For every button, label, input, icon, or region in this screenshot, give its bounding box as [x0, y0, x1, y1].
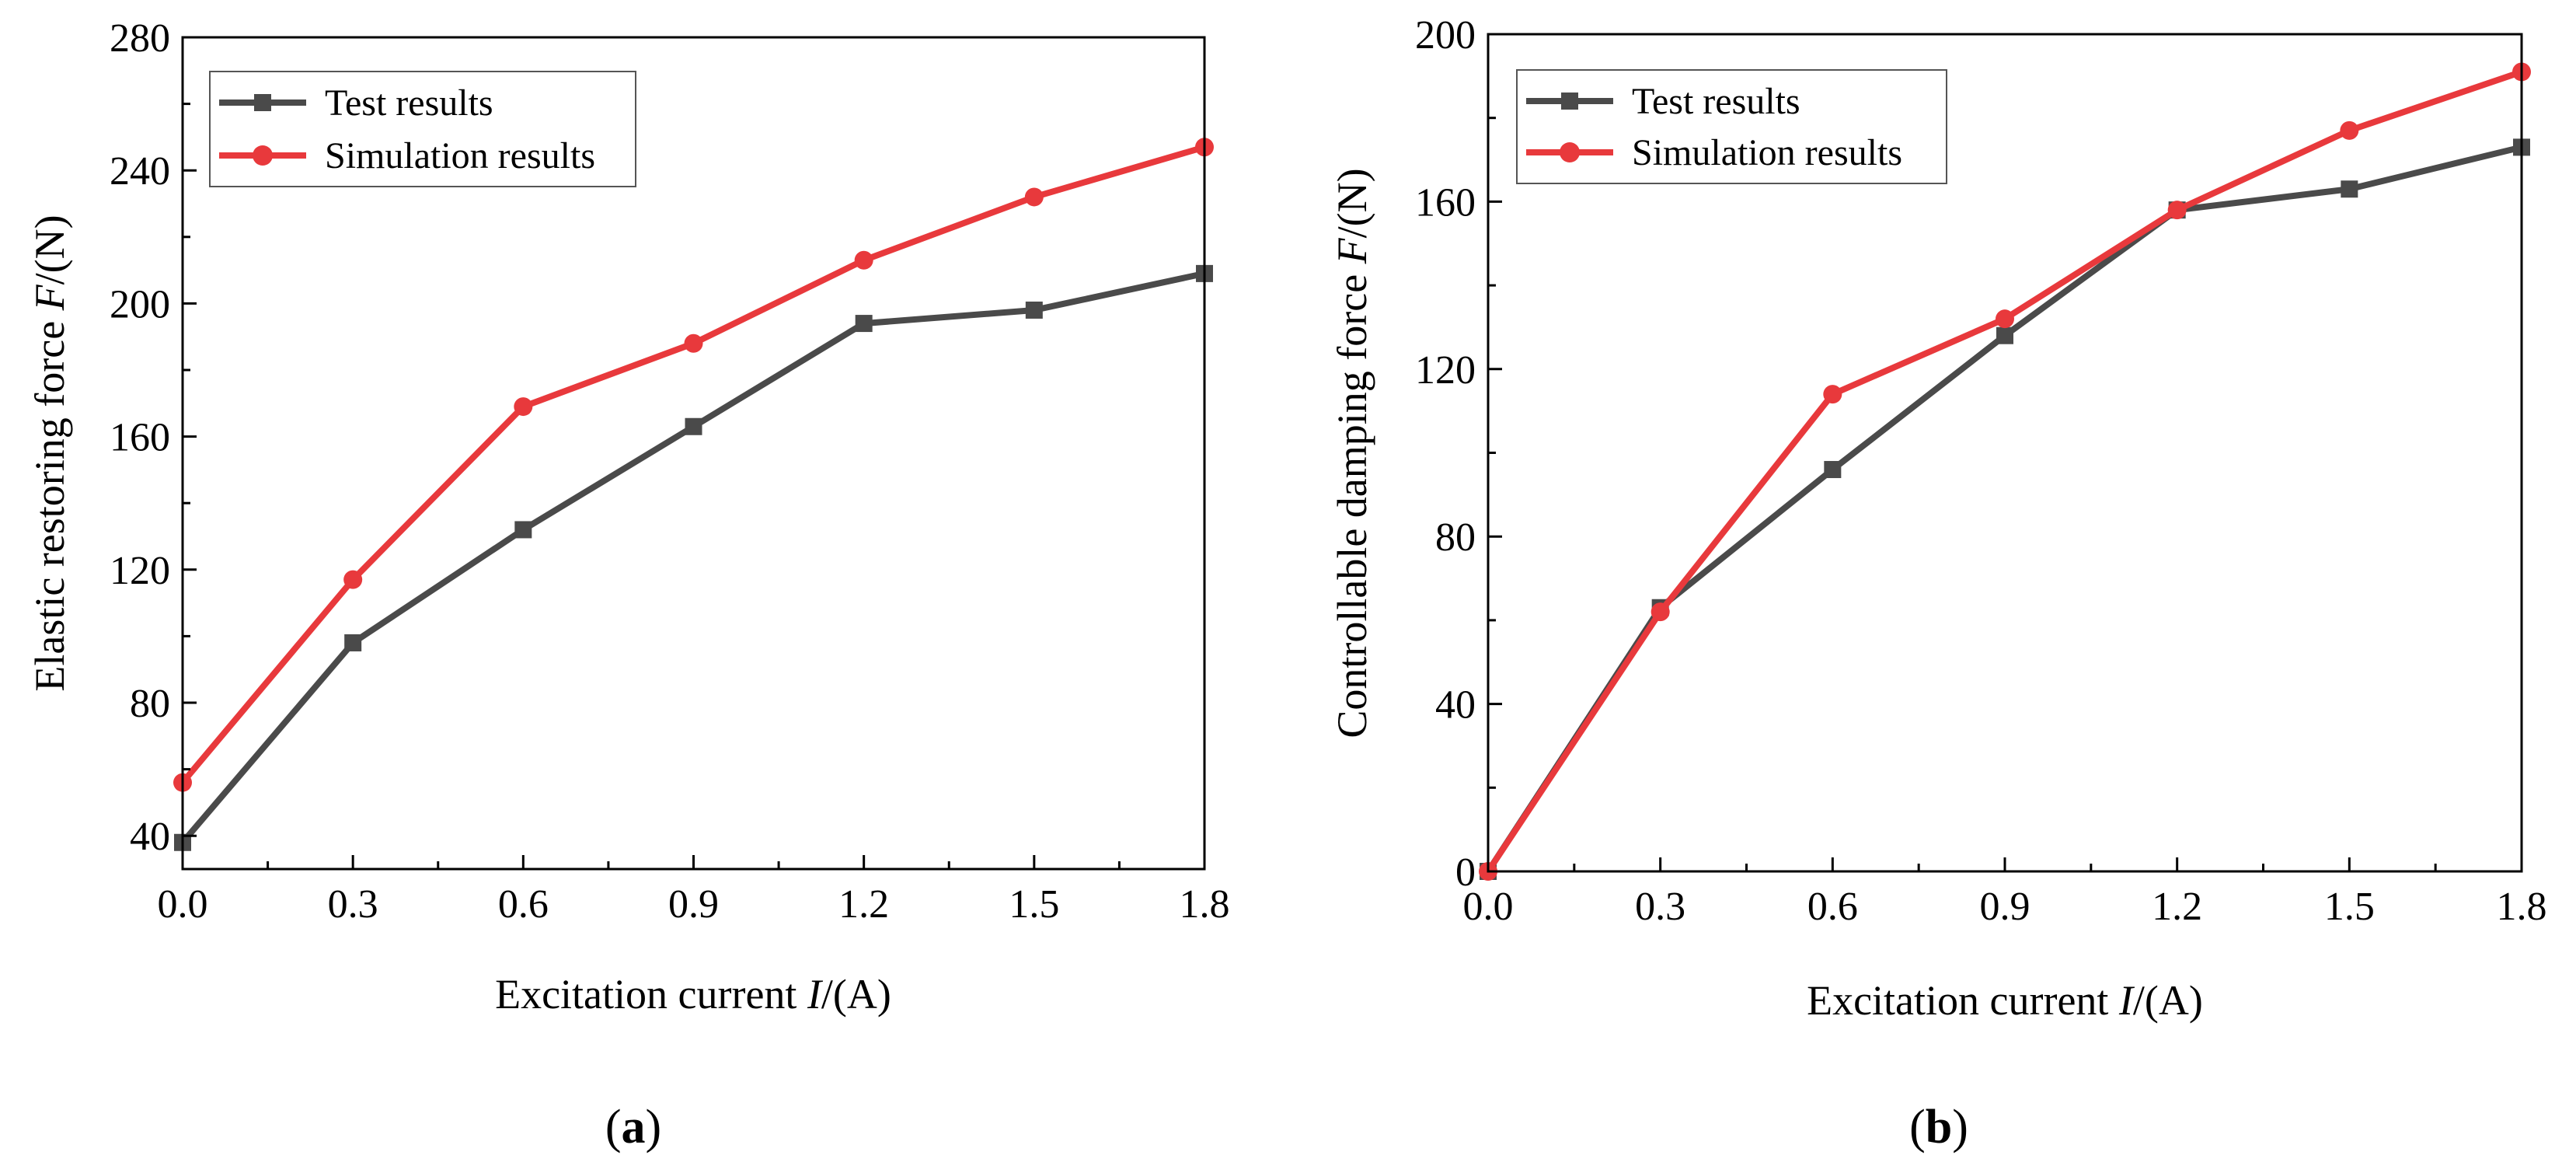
chart-b-data — [1479, 62, 2531, 881]
chart-b-series-test-line — [1485, 144, 2522, 874]
chart-a-legend-sim-label: Simulation results — [325, 135, 595, 176]
chart-b: 0.0 0.3 0.6 0.9 1.2 1.5 1.8 0 40 80 120 160 200 Exci… — [1329, 13, 2547, 1154]
chart-a-x-tick-label-1: 0.3 — [328, 882, 378, 927]
chart-b-series-sim-point-5 — [2340, 120, 2359, 140]
chart-b-y-tick-label-2: 80 — [1435, 515, 1476, 560]
chart-a-series-test-point-3 — [685, 417, 702, 435]
chart-b-x-tick-label-6: 1.8 — [2497, 885, 2547, 929]
chart-a-x-tick-label-5: 1.5 — [1009, 882, 1059, 927]
chart-a-y-tick-label-4: 200 — [110, 282, 170, 326]
chart-a-y-tick-label-5: 240 — [110, 149, 170, 194]
chart-b-legend-sim-marker — [1560, 142, 1580, 162]
chart-a-series-test-point-5 — [1025, 301, 1043, 319]
chart-a-x-tick-label-4: 1.2 — [838, 882, 889, 927]
chart-a-series-test-point-2 — [514, 521, 532, 539]
chart-b-ticks: 0.0 0.3 0.6 0.9 1.2 1.5 1.8 0 40 80 120 160 200 — [1415, 13, 2547, 929]
chart-a-y-tick-label-1: 80 — [130, 682, 170, 726]
chart-a-y-tick-label-0: 40 — [130, 815, 170, 859]
chart-b-series-test-point-5 — [2341, 180, 2358, 198]
chart-b-series-test-point-3 — [1996, 326, 2013, 344]
chart-a-x-tick-label-3: 0.9 — [668, 882, 719, 927]
chart-a-panel-label: (a) — [605, 1101, 661, 1154]
chart-b-legend-sim-label: Simulation results — [1632, 132, 1902, 173]
chart-a-x-tick-label-6: 1.8 — [1180, 882, 1230, 927]
chart-b-legend-test-marker — [1561, 93, 1578, 110]
chart-a-series-sim-point-3 — [684, 333, 703, 353]
chart-b-panel-label: (b) — [1909, 1101, 1968, 1154]
chart-b-x-axis-title: Excitation current I/(A) — [1807, 977, 2203, 1024]
chart-a-series-test-point-4 — [855, 315, 873, 333]
chart-a-ticks: 0.0 0.3 0.6 0.9 1.2 1.5 1.8 40 80 120 160 200 240 280 — [110, 16, 1230, 927]
chart-b-series-sim-point-4 — [2167, 201, 2187, 220]
chart-b-y-axis-title: Controllable damping force F/(N) — [1329, 168, 1375, 738]
chart-b-x-tick-label-1: 0.3 — [1635, 885, 1685, 929]
chart-b-series-sim-point-2 — [1823, 385, 1842, 404]
chart-b-legend: Test results Simulation results — [1516, 69, 1947, 184]
chart-a-x-tick-label-2: 0.6 — [498, 882, 549, 927]
chart-a-y-tick-label-3: 160 — [110, 416, 170, 460]
chart-a-series-sim-line — [180, 144, 1206, 785]
chart-a-x-tick-label-0: 0.0 — [158, 882, 208, 927]
chart-b-x-tick-label-2: 0.6 — [1807, 885, 1858, 929]
chart-a-legend-test-label: Test results — [325, 82, 493, 124]
chart-a-y-tick-label-2: 120 — [110, 549, 170, 593]
chart-a-series-sim-point-5 — [1024, 187, 1044, 207]
chart-b-y-tick-label-5: 200 — [1415, 13, 1476, 58]
chart-b-series-sim-point-1 — [1651, 602, 1670, 622]
chart-a-legend: Test results Simulation results — [209, 71, 636, 187]
chart-b-x-tick-label-5: 1.5 — [2324, 885, 2375, 929]
chart-b-legend-box — [1516, 69, 1947, 184]
chart-b-x-tick-label-0: 0.0 — [1463, 885, 1514, 929]
chart-a-series-sim-point-2 — [514, 397, 533, 417]
chart-b-y-tick-label-1: 40 — [1435, 683, 1476, 728]
chart-a-series-sim-point-1 — [343, 570, 363, 589]
chart-b-y-tick-label-0: 0 — [1455, 850, 1476, 895]
chart-b-y-tick-label-4: 160 — [1415, 180, 1476, 225]
chart-b-legend-test-label: Test results — [1632, 81, 1800, 122]
chart-a-legend-box — [209, 71, 636, 187]
chart-a-legend-sim-marker — [253, 145, 273, 166]
chart-a-series-test-line — [180, 270, 1205, 845]
chart-b-x-tick-label-3: 0.9 — [1980, 885, 2030, 929]
chart-a-y-axis-title: Elastic restoring force F/(N) — [26, 215, 73, 691]
chart-a-legend-test-marker — [254, 94, 271, 111]
chart-a-series-sim-point-4 — [854, 250, 873, 270]
chart-a-series-test-point-1 — [344, 634, 362, 651]
chart-b-x-tick-label-4: 1.2 — [2152, 885, 2202, 929]
chart-b-y-tick-label-3: 120 — [1415, 348, 1476, 393]
chart-a-x-axis-title: Excitation current I/(A) — [495, 971, 891, 1018]
chart-b-series-test-point-2 — [1824, 461, 1842, 479]
chart-a-y-tick-label-6: 280 — [110, 16, 170, 61]
chart-a: 0.0 0.3 0.6 0.9 1.2 1.5 1.8 40 80 120 160 200 240 280… — [26, 16, 1230, 1154]
chart-a-data — [173, 138, 1214, 851]
chart-b-series-sim-point-3 — [1996, 309, 2014, 329]
chart-b-series-sim-line — [1485, 68, 2523, 874]
